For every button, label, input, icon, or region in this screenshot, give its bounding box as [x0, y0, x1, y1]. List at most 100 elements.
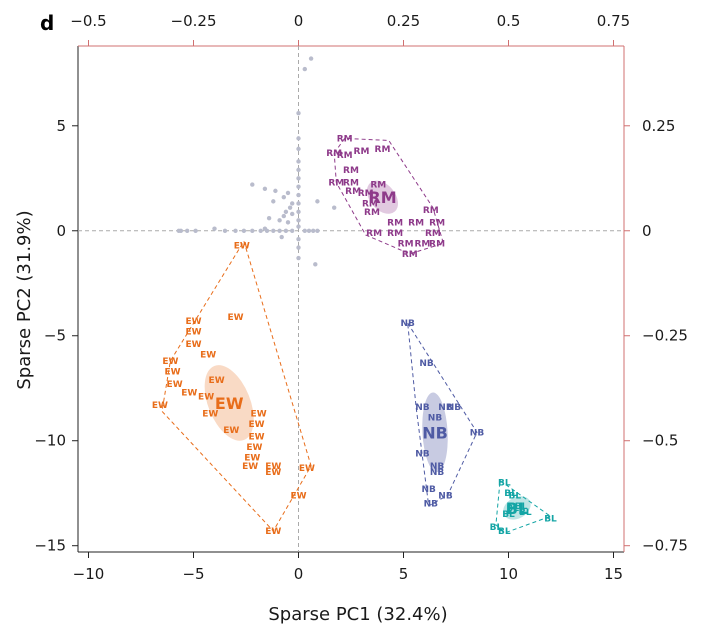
- point-label-rm: RM: [429, 239, 445, 249]
- hull-ew: [161, 240, 312, 532]
- point-label-nb: NB: [400, 319, 415, 329]
- point-label-rm: RM: [337, 151, 353, 161]
- y-tick-label: −5: [44, 327, 66, 345]
- centroid-label-bl: BL: [506, 499, 528, 518]
- loading-point: [285, 190, 291, 196]
- loading-point: [315, 199, 320, 204]
- point-label-rm: RM: [354, 147, 370, 157]
- loading-point: [271, 199, 276, 204]
- point-label-ew: EW: [162, 357, 178, 367]
- point-label-ew: EW: [198, 393, 214, 403]
- right-tick-label: −0.25: [642, 327, 688, 345]
- y-tick-label: −15: [34, 537, 66, 555]
- loading-point: [262, 226, 268, 231]
- loading-point: [290, 228, 295, 233]
- point-label-rm: RM: [387, 218, 403, 228]
- hull-nb: [407, 322, 478, 507]
- point-label-ew: EW: [246, 443, 262, 453]
- loading-point: [296, 110, 301, 116]
- y-tick-label: 5: [56, 117, 66, 135]
- point-label-nb: NB: [430, 462, 445, 472]
- loading-point: [296, 184, 301, 189]
- point-label-ew: EW: [248, 433, 264, 443]
- point-label-nb: NB: [430, 468, 445, 478]
- ellipse-ew: [204, 365, 254, 441]
- top-tick-label: 0.25: [387, 12, 420, 30]
- ellipse-rm: [366, 180, 399, 214]
- loading-point: [296, 236, 301, 242]
- loading-point: [332, 205, 337, 210]
- loading-point: [258, 228, 263, 233]
- point-label-nb: NB: [424, 500, 439, 510]
- point-label-rm: RM: [402, 250, 418, 260]
- point-label-rm: RM: [366, 229, 382, 239]
- point-label-ew: EW: [185, 340, 201, 350]
- loading-point: [290, 201, 295, 206]
- point-label-rm: RM: [362, 199, 378, 209]
- point-label-ew: EW: [209, 376, 225, 386]
- point-label-rm: RM: [337, 134, 353, 144]
- point-label-rm: RM: [345, 187, 361, 197]
- loading-point: [296, 136, 301, 141]
- loading-point: [296, 201, 301, 206]
- loading-point: [281, 213, 286, 219]
- loading-point: [296, 218, 301, 223]
- loading-point: [306, 228, 312, 233]
- x-tick-label: −10: [73, 565, 105, 583]
- point-label-rm: RM: [364, 208, 380, 218]
- loading-point: [302, 228, 307, 233]
- loading-point: [176, 228, 181, 233]
- loading-point: [277, 228, 282, 233]
- loading-point: [281, 194, 286, 200]
- plot-area: −10 −5 0 5 10 15 −15 −10 −5 0 5 −0.5 −0.25 0 0.25 0.5 0.…: [34, 12, 688, 583]
- point-label-ew: EW: [299, 464, 315, 474]
- point-label-ew: EW: [164, 367, 180, 377]
- point-label-ew: EW: [202, 409, 218, 419]
- point-label-nb: NB: [421, 485, 436, 495]
- right-tick-label: 0: [642, 222, 652, 240]
- loading-point: [193, 228, 198, 233]
- loading-point: [212, 226, 217, 231]
- loading-point: [311, 228, 316, 233]
- point-label-ew: EW: [185, 328, 201, 338]
- point-label-rm: RM: [370, 181, 386, 191]
- point-label-ew: EW: [185, 317, 201, 327]
- point-label-ew: EW: [248, 420, 264, 430]
- top-tick-label: −0.25: [171, 12, 217, 30]
- point-label-rm: RM: [375, 145, 391, 155]
- top-tick-label: 0.5: [497, 12, 521, 30]
- loading-point: [185, 228, 190, 233]
- point-label-bl: BL: [506, 504, 519, 514]
- point-label-rm: RM: [358, 189, 374, 199]
- loading-point: [233, 228, 238, 233]
- point-label-rm: RM: [423, 206, 439, 216]
- loading-point: [250, 228, 255, 233]
- point-label-bl: BL: [544, 514, 557, 524]
- right-tick-label: −0.5: [642, 432, 678, 450]
- loading-point: [296, 159, 301, 164]
- loading-point: [313, 262, 318, 267]
- point-label-ew: EW: [152, 401, 168, 411]
- point-label-bl: BL: [504, 489, 517, 499]
- loading-point: [296, 255, 301, 261]
- point-label-ew: EW: [227, 313, 243, 323]
- point-label-ew: EW: [251, 409, 267, 419]
- point-label-nb: NB: [438, 491, 453, 501]
- point-label-ew: EW: [234, 241, 250, 251]
- loading-point: [296, 167, 301, 173]
- loading-point: [277, 218, 282, 223]
- point-label-bl: BL: [502, 510, 515, 520]
- point-label-rm: RM: [398, 239, 414, 249]
- loading-point: [296, 176, 301, 181]
- ellipse-nb: [422, 392, 448, 473]
- point-label-ew: EW: [181, 388, 197, 398]
- loading-point: [296, 146, 301, 152]
- point-label-rm: RM: [414, 239, 430, 249]
- centroid-label-nb: NB: [422, 423, 448, 442]
- point-label-ew: EW: [265, 527, 281, 537]
- y-axis-label: Sparse PC2 (31.9%): [14, 210, 35, 389]
- right-tick-label: −0.75: [642, 537, 688, 555]
- centroid-label-ew: EW: [215, 394, 244, 413]
- loading-point: [296, 209, 301, 215]
- x-tick-label: 10: [499, 565, 518, 583]
